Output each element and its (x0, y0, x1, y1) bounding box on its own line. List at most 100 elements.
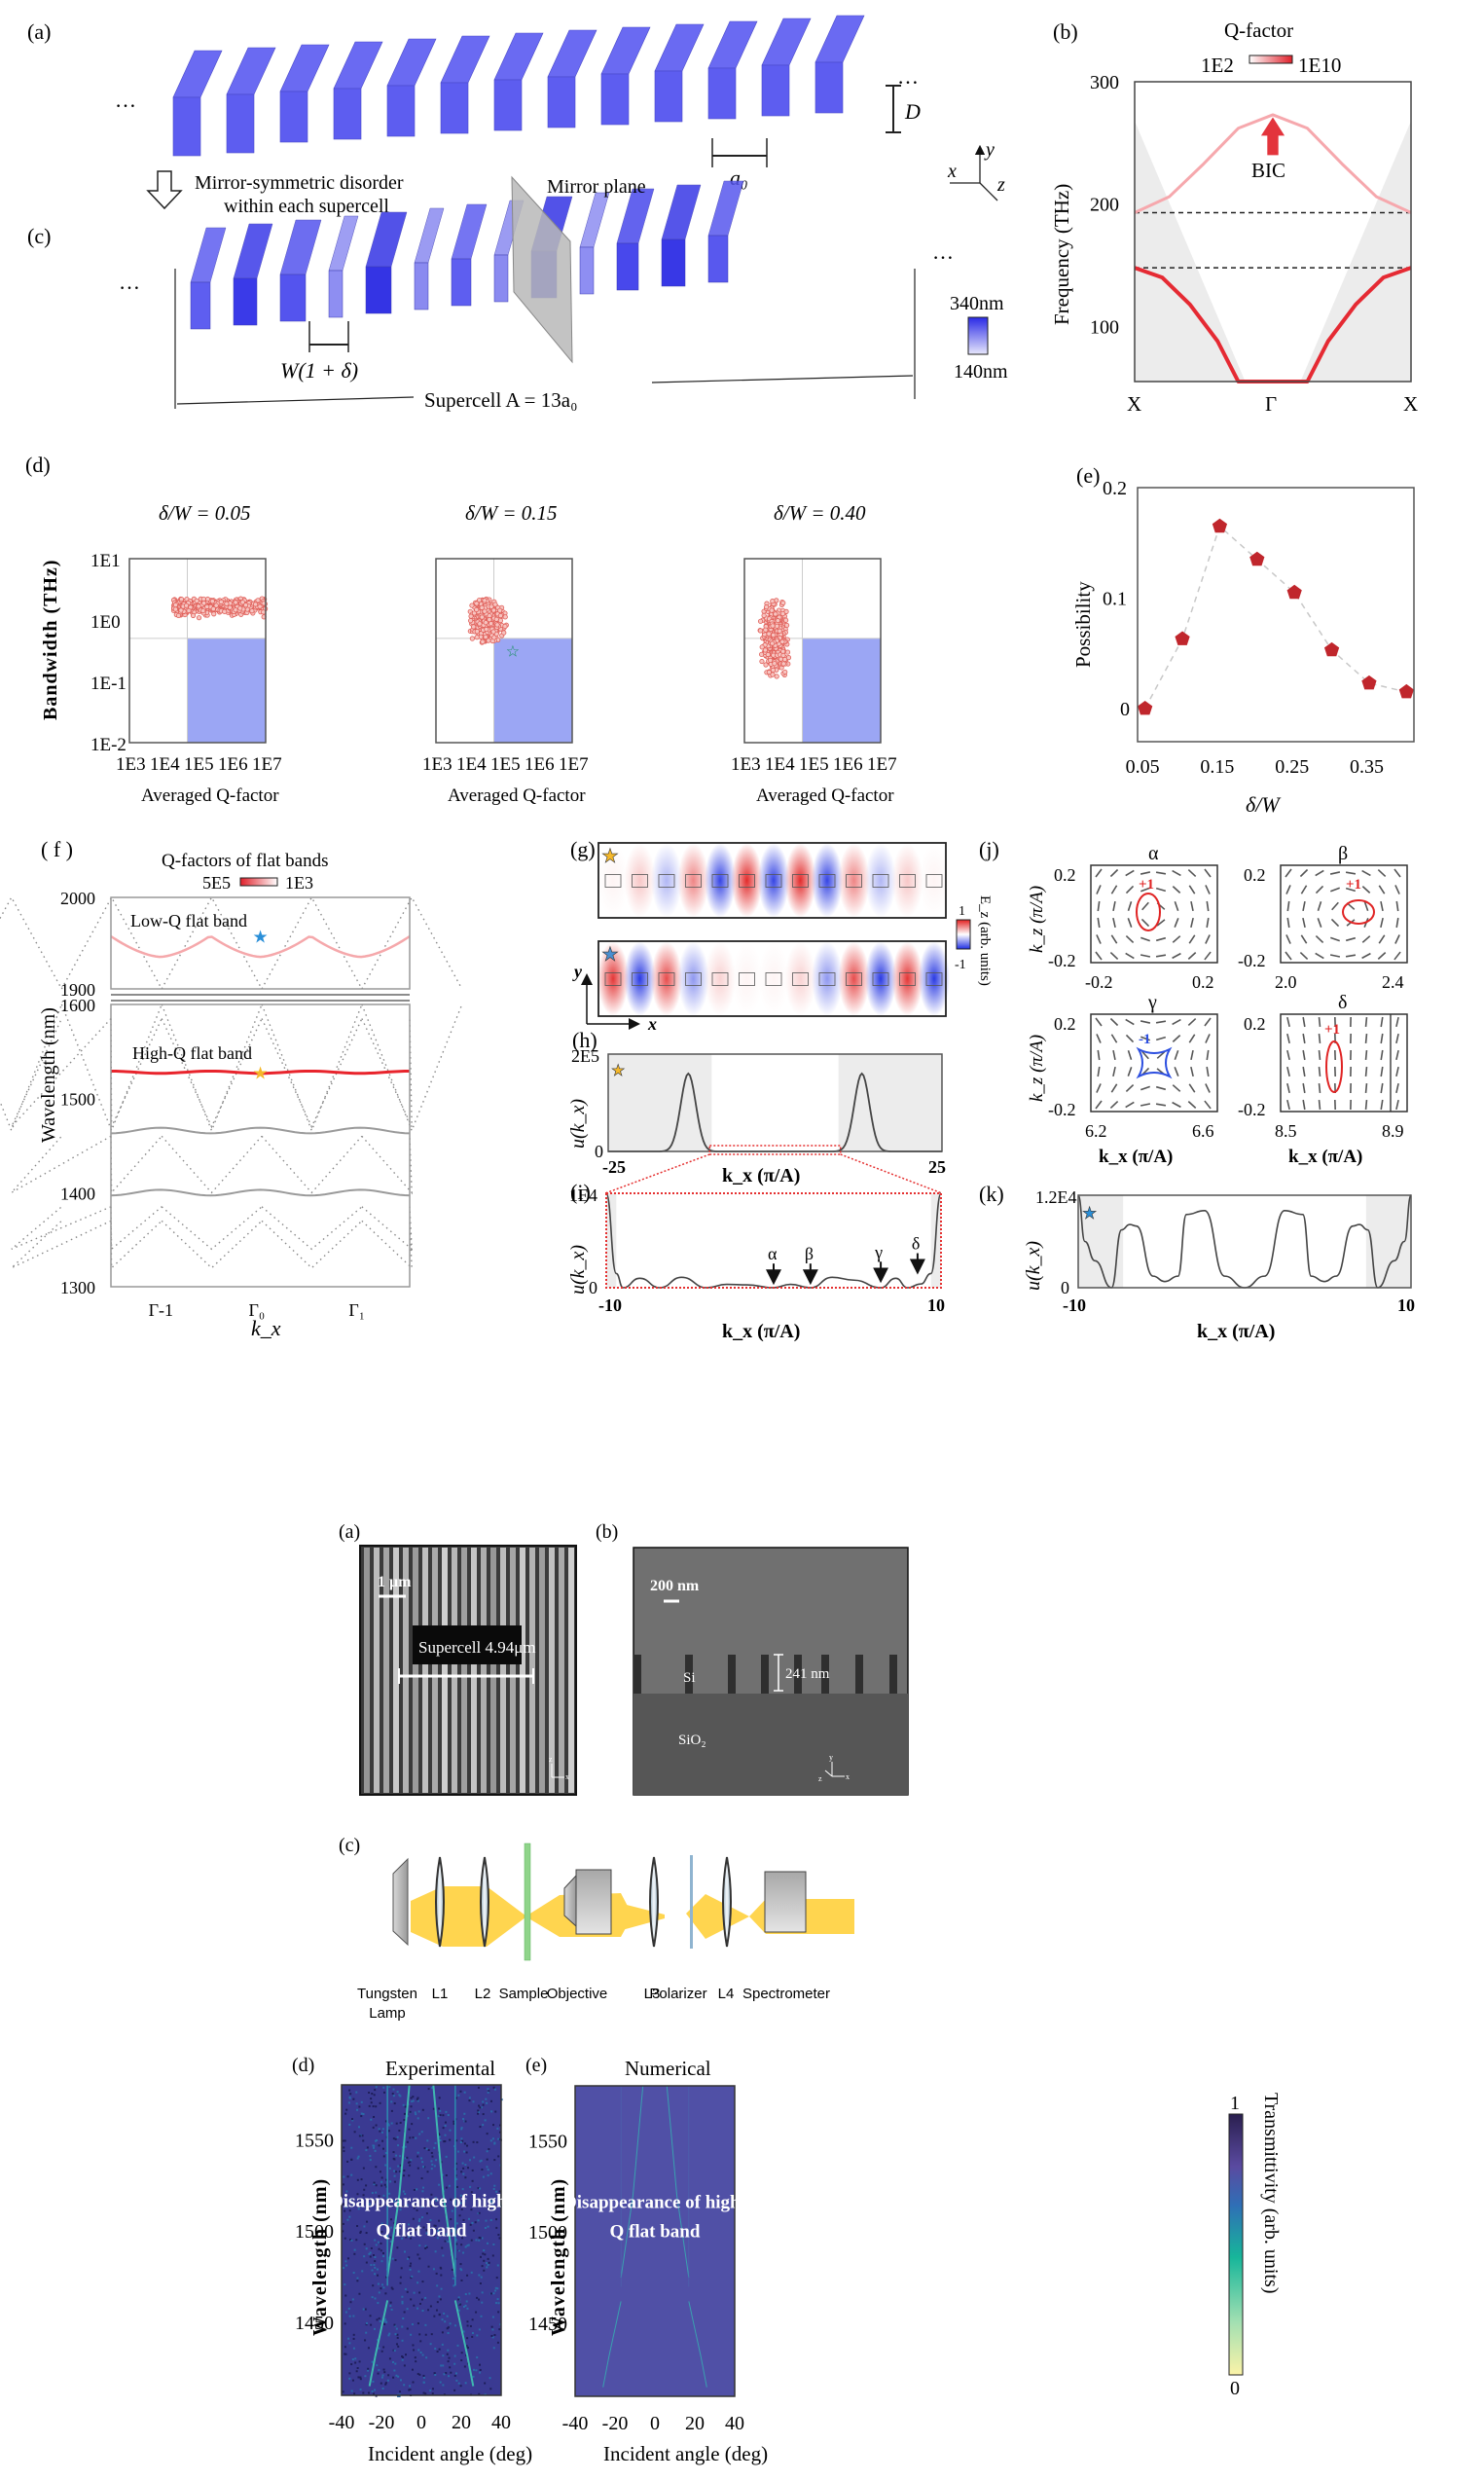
chart-f-ytick: 1600 (60, 996, 95, 1015)
noise-pixel (480, 2255, 483, 2258)
colorbar-min-label: 0 (1230, 2378, 1240, 2399)
noise-pixel (357, 2376, 360, 2379)
noise-pixel (486, 2133, 489, 2135)
noise-pixel (478, 2211, 481, 2214)
disappearance-annotation: Disappearance of high- (563, 2193, 746, 2213)
polarization-dash (1125, 934, 1135, 944)
bar-top (190, 227, 227, 283)
chart-e-ytick: 0 (1120, 699, 1130, 720)
noise-pixel (435, 2272, 438, 2275)
chart-k-star-icon: ★ (1082, 1204, 1097, 1222)
chart-h-star-icon: ★ (611, 1063, 625, 1079)
polarization-dash (1127, 900, 1133, 912)
noise-pixel (412, 2099, 415, 2102)
noise-pixel (378, 2195, 380, 2198)
noise-pixel (409, 2164, 412, 2167)
colorbar-max-label: 1 (1230, 2093, 1240, 2114)
polarization-dash (1095, 951, 1103, 961)
noise-pixel (460, 2128, 463, 2131)
noise-pixel (399, 2276, 402, 2279)
polarization-dash (1330, 887, 1340, 893)
grating-bar (707, 67, 737, 120)
target-region (493, 638, 572, 743)
dispersion-band-dotted (161, 1206, 263, 1251)
noise-pixel (433, 2165, 436, 2168)
polarization-dash (1302, 1049, 1306, 1061)
noise-pixel (489, 2292, 492, 2295)
vortex-frame (1280, 864, 1408, 964)
polarization-dash (1155, 1036, 1167, 1041)
si-trench (889, 1655, 897, 1694)
noise-pixel (388, 2357, 391, 2360)
noise-pixel (395, 2327, 398, 2330)
noise-pixel (383, 2322, 386, 2325)
sem-stripe (452, 1548, 457, 1793)
chart-b-frame (1134, 81, 1412, 383)
noise-pixel (398, 2094, 401, 2097)
noise-pixel (382, 2194, 385, 2197)
noise-pixel (425, 2229, 428, 2232)
scatter-point (757, 628, 764, 634)
noise-pixel (468, 2097, 471, 2099)
noise-pixel (424, 2247, 427, 2250)
noise-pixel (459, 2268, 462, 2271)
noise-pixel (348, 2315, 351, 2317)
noise-pixel (380, 2176, 383, 2179)
noise-pixel (436, 2309, 439, 2312)
vortex-ytick: 0.2 (1054, 1014, 1076, 1034)
heatmap-ytick: 1450 (528, 2314, 567, 2335)
noise-pixel (385, 2276, 388, 2279)
spectrometer-icon (764, 1871, 807, 1933)
noise-pixel (410, 2333, 413, 2336)
resonance-band (368, 2300, 389, 2387)
noise-pixel (439, 2139, 442, 2142)
low-q-flat-band (110, 934, 411, 959)
chart-d2-ylabel: Wavelength (nm) (309, 2178, 331, 2336)
noise-pixel (487, 2174, 489, 2177)
noise-pixel (489, 2207, 491, 2209)
noise-pixel (367, 2391, 370, 2394)
noise-pixel (476, 2296, 479, 2299)
noise-pixel (404, 2193, 407, 2196)
noise-pixel (445, 2155, 448, 2158)
noise-pixel (381, 2283, 384, 2286)
noise-pixel (422, 2381, 425, 2384)
scatter-point (479, 604, 485, 610)
dispersion-band-dotted (161, 1135, 263, 1194)
noise-pixel (472, 2140, 475, 2143)
noise-pixel (444, 2121, 447, 2124)
polarization-dash (1361, 935, 1371, 943)
noise-pixel (350, 2239, 353, 2242)
noise-pixel (350, 2146, 353, 2149)
noise-pixel (363, 2225, 366, 2228)
noise-pixel (439, 2114, 442, 2117)
supercell-line-left (176, 396, 415, 405)
noise-pixel (391, 2287, 394, 2290)
panel-g-label: (g) (570, 837, 596, 861)
noise-pixel (381, 2128, 384, 2131)
chart-e-xtick: 0.15 (1200, 756, 1234, 778)
bar-top (814, 15, 865, 63)
noise-pixel (441, 2199, 444, 2202)
noise-pixel (442, 2254, 445, 2257)
si-trench (821, 1655, 829, 1694)
noise-pixel (418, 2302, 421, 2305)
noise-pixel (493, 2088, 496, 2091)
noise-pixel (393, 2350, 396, 2353)
noise-pixel (404, 2105, 407, 2108)
noise-pixel (463, 2112, 466, 2115)
noise-pixel (398, 2390, 401, 2393)
noise-pixel (344, 2209, 346, 2212)
panel-d2-label: (d) (292, 2055, 314, 2076)
vortex-title: α (1148, 843, 1159, 864)
noise-pixel (370, 2101, 373, 2104)
target-region (802, 638, 881, 743)
noise-pixel (478, 2236, 481, 2239)
polarization-dash (1140, 954, 1151, 958)
noise-pixel (469, 2324, 472, 2327)
noise-pixel (360, 2178, 363, 2181)
noise-pixel (459, 2194, 462, 2197)
